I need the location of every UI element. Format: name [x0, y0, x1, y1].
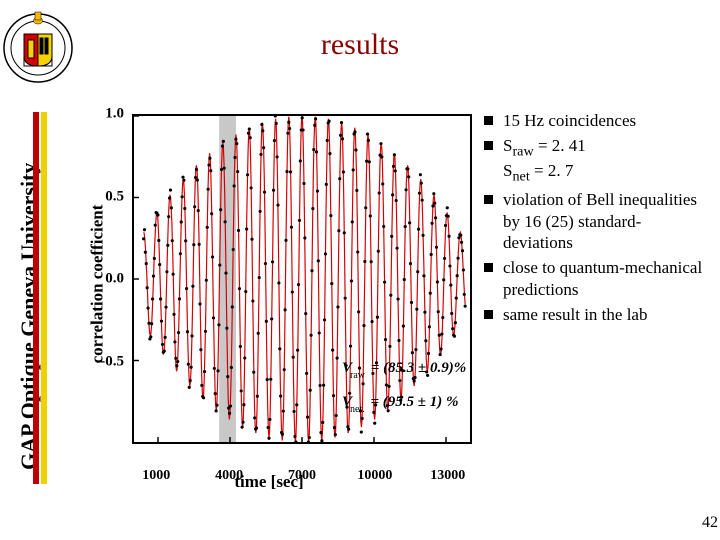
x-tick-label: 13000	[430, 468, 465, 484]
y-tick-label: -0.5	[100, 353, 124, 370]
x-tick-label: 1000	[142, 468, 170, 484]
university-logo	[2, 10, 74, 86]
bullet-item: Sraw = 2. 41Snet = 2. 7	[484, 135, 710, 186]
bullet-item: same result in the lab	[484, 304, 710, 326]
bullet-text: violation of Bell inequalities by 16 (25…	[503, 189, 710, 254]
x-tick-label: 4000	[215, 468, 243, 484]
bullet-square-icon	[484, 141, 493, 150]
y-tick-label: 0.0	[105, 271, 124, 288]
bullet-square-icon	[484, 310, 493, 319]
slide-title: results	[321, 28, 399, 62]
accent-stripe-red	[33, 112, 39, 484]
slide-number: 42	[702, 514, 718, 532]
visibility-net: Vnet. = (95.5 ± 1) %	[342, 394, 459, 411]
bullet-square-icon	[484, 263, 493, 272]
plot-frame: Vraw = (85.3 ± 0.9)% Vnet. = (95.5 ± 1) …	[132, 114, 472, 444]
bullet-text: same result in the lab	[503, 304, 647, 326]
x-tick-label: 7000	[288, 468, 316, 484]
x-tick-label: 10000	[357, 468, 392, 484]
bullet-text: 15 Hz coincidences	[503, 110, 636, 132]
y-tick-label: 1.0	[105, 106, 124, 123]
y-axis-ticks: -0.5 0.0 0.5 1.0	[88, 108, 128, 448]
bullet-text: close to quantum-mechanical predictions	[503, 257, 710, 301]
y-tick-label: 0.5	[105, 188, 124, 205]
correlation-chart: correlation coefficient time [sec] -0.50…	[60, 108, 478, 488]
bullet-square-icon	[484, 116, 493, 125]
bullet-item: 15 Hz coincidences	[484, 110, 710, 132]
accent-stripe-yellow	[41, 112, 47, 484]
bullet-item: close to quantum-mechanical predictions	[484, 257, 710, 301]
results-bullet-list: 15 Hz coincidences Sraw = 2. 41Snet = 2. …	[484, 110, 710, 328]
bullet-item: violation of Bell inequalities by 16 (25…	[484, 189, 710, 254]
bullet-text: Sraw = 2. 41Snet = 2. 7	[503, 135, 586, 186]
bullet-square-icon	[484, 195, 493, 204]
visibility-raw: Vraw = (85.3 ± 0.9)%	[342, 360, 466, 377]
